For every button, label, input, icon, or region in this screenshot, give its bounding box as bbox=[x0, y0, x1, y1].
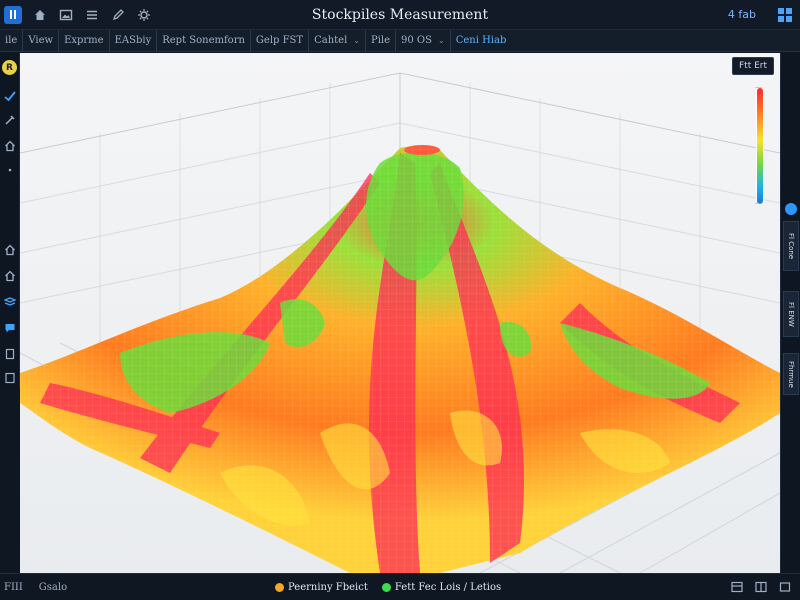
split-view-icon[interactable] bbox=[754, 580, 768, 594]
probe-tool-button[interactable] bbox=[1, 111, 18, 128]
measure-tool-button[interactable]: R bbox=[1, 59, 18, 76]
status-dot-icon bbox=[785, 203, 797, 215]
menu-item-os[interactable]: 90 OS ⌄ bbox=[396, 29, 451, 52]
scale-bottom-label: — bbox=[755, 199, 762, 207]
check-tool-button[interactable] bbox=[1, 87, 18, 104]
chevron-down-icon: ⌄ bbox=[353, 36, 360, 45]
tab-fl-cone[interactable]: Fl Cone bbox=[783, 221, 799, 271]
layers-button[interactable] bbox=[1, 293, 18, 310]
menu-bar: ile View Exprme EASbiy Rept Sonemforn Ge… bbox=[0, 29, 800, 52]
status-left-1: Gsalo bbox=[38, 581, 68, 593]
checkmark-icon bbox=[3, 90, 16, 101]
window-icon[interactable] bbox=[778, 580, 792, 594]
menu-item-channel[interactable]: Cahtel ⌄ bbox=[309, 29, 366, 52]
home-view-button[interactable] bbox=[1, 137, 18, 154]
menu-item-view[interactable]: View bbox=[23, 29, 60, 52]
house-icon bbox=[4, 140, 15, 151]
tab-fhrmue[interactable]: Fhrmue bbox=[783, 353, 799, 395]
legend-item: Peerniny Fbeict bbox=[275, 582, 368, 593]
menu-item-report[interactable]: Rept Sonemforn bbox=[157, 29, 251, 52]
home-icon[interactable] bbox=[32, 7, 48, 23]
scale-top-label: — bbox=[755, 83, 762, 91]
list-icon[interactable] bbox=[84, 7, 100, 23]
chat-icon bbox=[5, 323, 14, 332]
right-panel: Fl Cone Fl ENW Fhrmue bbox=[780, 53, 800, 573]
panel-icon bbox=[4, 372, 15, 383]
more-tool-button[interactable] bbox=[1, 161, 18, 178]
grid-layout-icon[interactable] bbox=[778, 7, 792, 22]
legend-item: Fett Fec Lois / Letios bbox=[381, 582, 501, 593]
color-scale bbox=[752, 87, 768, 205]
home-small-icon bbox=[4, 270, 15, 281]
tab-fl-enw[interactable]: Fl ENW bbox=[783, 291, 799, 337]
left-toolbar: R bbox=[0, 53, 20, 388]
menu-item-easbiy[interactable]: EASbiy bbox=[110, 29, 158, 52]
ruler-badge-icon: R bbox=[2, 60, 17, 75]
stockpile-heatmap-render bbox=[20, 53, 780, 573]
color-scale-bar bbox=[756, 87, 764, 205]
panel-toggle-icon[interactable] bbox=[730, 580, 744, 594]
house-outline-icon bbox=[4, 244, 15, 255]
status-left-0: FIII bbox=[4, 581, 23, 593]
document-button[interactable] bbox=[1, 345, 18, 362]
panel-button[interactable] bbox=[1, 369, 18, 386]
document-icon bbox=[5, 348, 14, 359]
menu-item-export[interactable]: Exprme bbox=[59, 29, 110, 52]
pause-logo-icon[interactable] bbox=[4, 5, 22, 24]
menu-item-file[interactable]: ile bbox=[0, 29, 24, 52]
language-selector[interactable]: 4 fab bbox=[727, 8, 756, 21]
legend: Peerniny Fbeict Fett Fec Lois / Letios bbox=[275, 582, 501, 593]
menu-item-pile[interactable]: Pile bbox=[366, 29, 397, 52]
settings-icon[interactable] bbox=[136, 7, 152, 23]
probe-icon bbox=[4, 114, 15, 125]
layers-icon bbox=[3, 296, 16, 306]
green-dot-icon bbox=[381, 582, 391, 592]
title-bar: Stockpiles Measurement 4 fab bbox=[0, 0, 800, 30]
menu-item-help[interactable]: Gelp FST bbox=[251, 29, 310, 52]
dot-icon bbox=[8, 168, 11, 171]
scale-header[interactable]: Ftt Ert bbox=[731, 57, 774, 75]
image-icon[interactable] bbox=[58, 7, 74, 23]
house-outline-button[interactable] bbox=[1, 241, 18, 258]
chevron-down-icon: ⌄ bbox=[437, 36, 445, 45]
pen-icon[interactable] bbox=[110, 7, 126, 23]
camera-view-button[interactable] bbox=[1, 267, 18, 284]
3d-viewport[interactable]: Ftt Ert — — bbox=[20, 53, 780, 573]
menu-item-ceni-hiab[interactable]: Ceni Hiab bbox=[455, 35, 507, 46]
chat-button[interactable] bbox=[1, 319, 18, 336]
status-bar: FIII Gsalo Peerniny Fbeict Fett Fec Lois… bbox=[0, 573, 800, 600]
orange-dot-icon bbox=[275, 582, 284, 592]
